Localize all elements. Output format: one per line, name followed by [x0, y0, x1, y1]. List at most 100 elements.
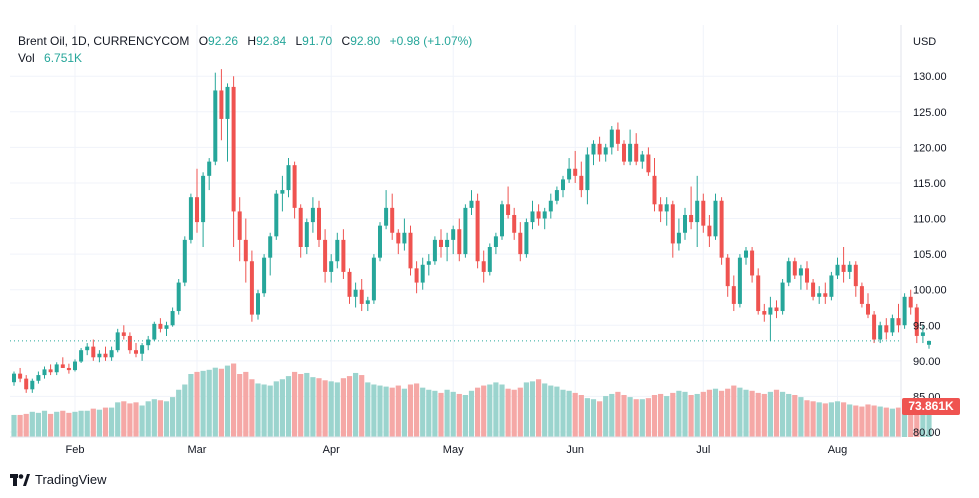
candle-body — [48, 369, 53, 373]
volume-bar — [603, 396, 609, 437]
volume-bar — [54, 411, 60, 437]
candle-body — [500, 204, 504, 237]
volume-bar — [834, 401, 841, 437]
candle-body — [286, 165, 291, 191]
volume-bar — [902, 406, 908, 437]
candle-body — [866, 303, 870, 315]
volume-bar — [627, 397, 633, 437]
volume-bar — [761, 393, 767, 437]
candle-body — [762, 311, 767, 315]
candle-body — [451, 229, 456, 240]
candle-body — [817, 293, 822, 297]
ohlc-legend: Brent Oil, 1D, CURRENCYCOM O92.26 H92.84… — [18, 34, 472, 48]
volume-bar — [444, 389, 450, 437]
volume-bar — [743, 389, 749, 437]
candle-body — [841, 264, 846, 272]
y-tick-label: 110.00 — [913, 214, 946, 226]
candle-body — [213, 90, 218, 162]
candle-body — [310, 207, 315, 223]
volume-bar — [658, 393, 664, 437]
volume-bar — [615, 391, 621, 437]
volume-bar — [23, 413, 29, 437]
volume-bar — [871, 405, 877, 437]
volume-bar — [841, 402, 847, 437]
candle-body — [689, 214, 694, 223]
volume-bar — [456, 393, 462, 437]
volume-bar — [798, 397, 804, 437]
candle-body — [390, 207, 395, 233]
volume-bar — [688, 395, 694, 437]
y-tick-label: 80.00 — [913, 427, 941, 439]
volume-bar — [450, 391, 456, 437]
volume-bar — [633, 399, 639, 437]
volume-bar — [853, 405, 859, 437]
volume-bar — [176, 389, 182, 437]
candle-body — [493, 236, 498, 247]
candle-body — [24, 378, 29, 390]
low-label: L — [295, 34, 303, 48]
candle-body — [890, 318, 895, 333]
tradingview-logo[interactable]: TradingView — [10, 472, 107, 487]
candle-body — [36, 375, 41, 381]
symbol-label[interactable]: Brent Oil, 1D, CURRENCYCOM — [18, 34, 190, 48]
volume-bar — [224, 365, 231, 437]
candle-body — [134, 350, 138, 354]
volume-bar — [560, 389, 566, 437]
candle-body — [622, 143, 626, 162]
candle-body — [225, 86, 230, 119]
volume-bar — [371, 384, 377, 437]
time-axis[interactable]: Feb Mar Apr May Jun Jul Aug — [66, 444, 848, 456]
candle-body — [927, 340, 931, 345]
volume-bar — [401, 388, 407, 437]
candle-body — [402, 232, 407, 244]
volume-bar — [359, 375, 365, 437]
volume-bar — [273, 381, 279, 437]
volume-bar — [102, 407, 109, 437]
candle-body — [835, 264, 840, 276]
candle-body — [774, 307, 779, 312]
candles — [12, 69, 931, 393]
high-value: 92.84 — [256, 34, 287, 48]
candle-body — [683, 214, 687, 233]
volume-bar — [554, 386, 560, 437]
y-tick-label: 90.00 — [913, 356, 941, 368]
candle-body — [469, 200, 474, 208]
low-value: 91.70 — [302, 34, 333, 48]
volume-bar — [572, 392, 578, 437]
candle-body — [323, 239, 328, 272]
vol-value: 6.751K — [44, 51, 83, 65]
candle-body — [658, 204, 663, 212]
candle-body — [536, 211, 541, 219]
vol-label[interactable]: Vol — [18, 51, 35, 65]
volume-bar — [334, 382, 340, 437]
volume-bar — [346, 376, 353, 437]
volume-bar — [804, 400, 810, 437]
volume-bar — [78, 410, 84, 437]
volume-bar — [389, 387, 395, 437]
volume-bar — [194, 371, 200, 437]
volume-bar — [279, 379, 285, 437]
candle-body — [750, 250, 755, 276]
volume-bar — [66, 412, 72, 437]
candle-body — [628, 143, 633, 162]
volume-bar — [499, 384, 505, 437]
volume-bar — [914, 408, 920, 437]
volume-bar — [584, 398, 590, 437]
volume-bar — [316, 378, 322, 437]
close-label: C — [341, 34, 351, 48]
volume-bar — [505, 388, 511, 437]
x-tick-label: Feb — [66, 444, 85, 456]
candle-body — [280, 190, 285, 194]
volume-bar — [182, 384, 188, 437]
volume-bar — [828, 402, 834, 437]
brand-name: TradingView — [35, 472, 107, 487]
candle-body — [274, 193, 279, 237]
price-axis[interactable]: 130.00 125.00 120.00 115.00 110.00 105.00 100.… — [913, 71, 947, 439]
volume-bar — [90, 408, 96, 437]
volume-bar — [340, 378, 346, 437]
volume-bar — [780, 391, 786, 437]
candle-body — [475, 200, 480, 262]
candle-body — [463, 207, 468, 255]
volume-bar — [304, 372, 310, 437]
